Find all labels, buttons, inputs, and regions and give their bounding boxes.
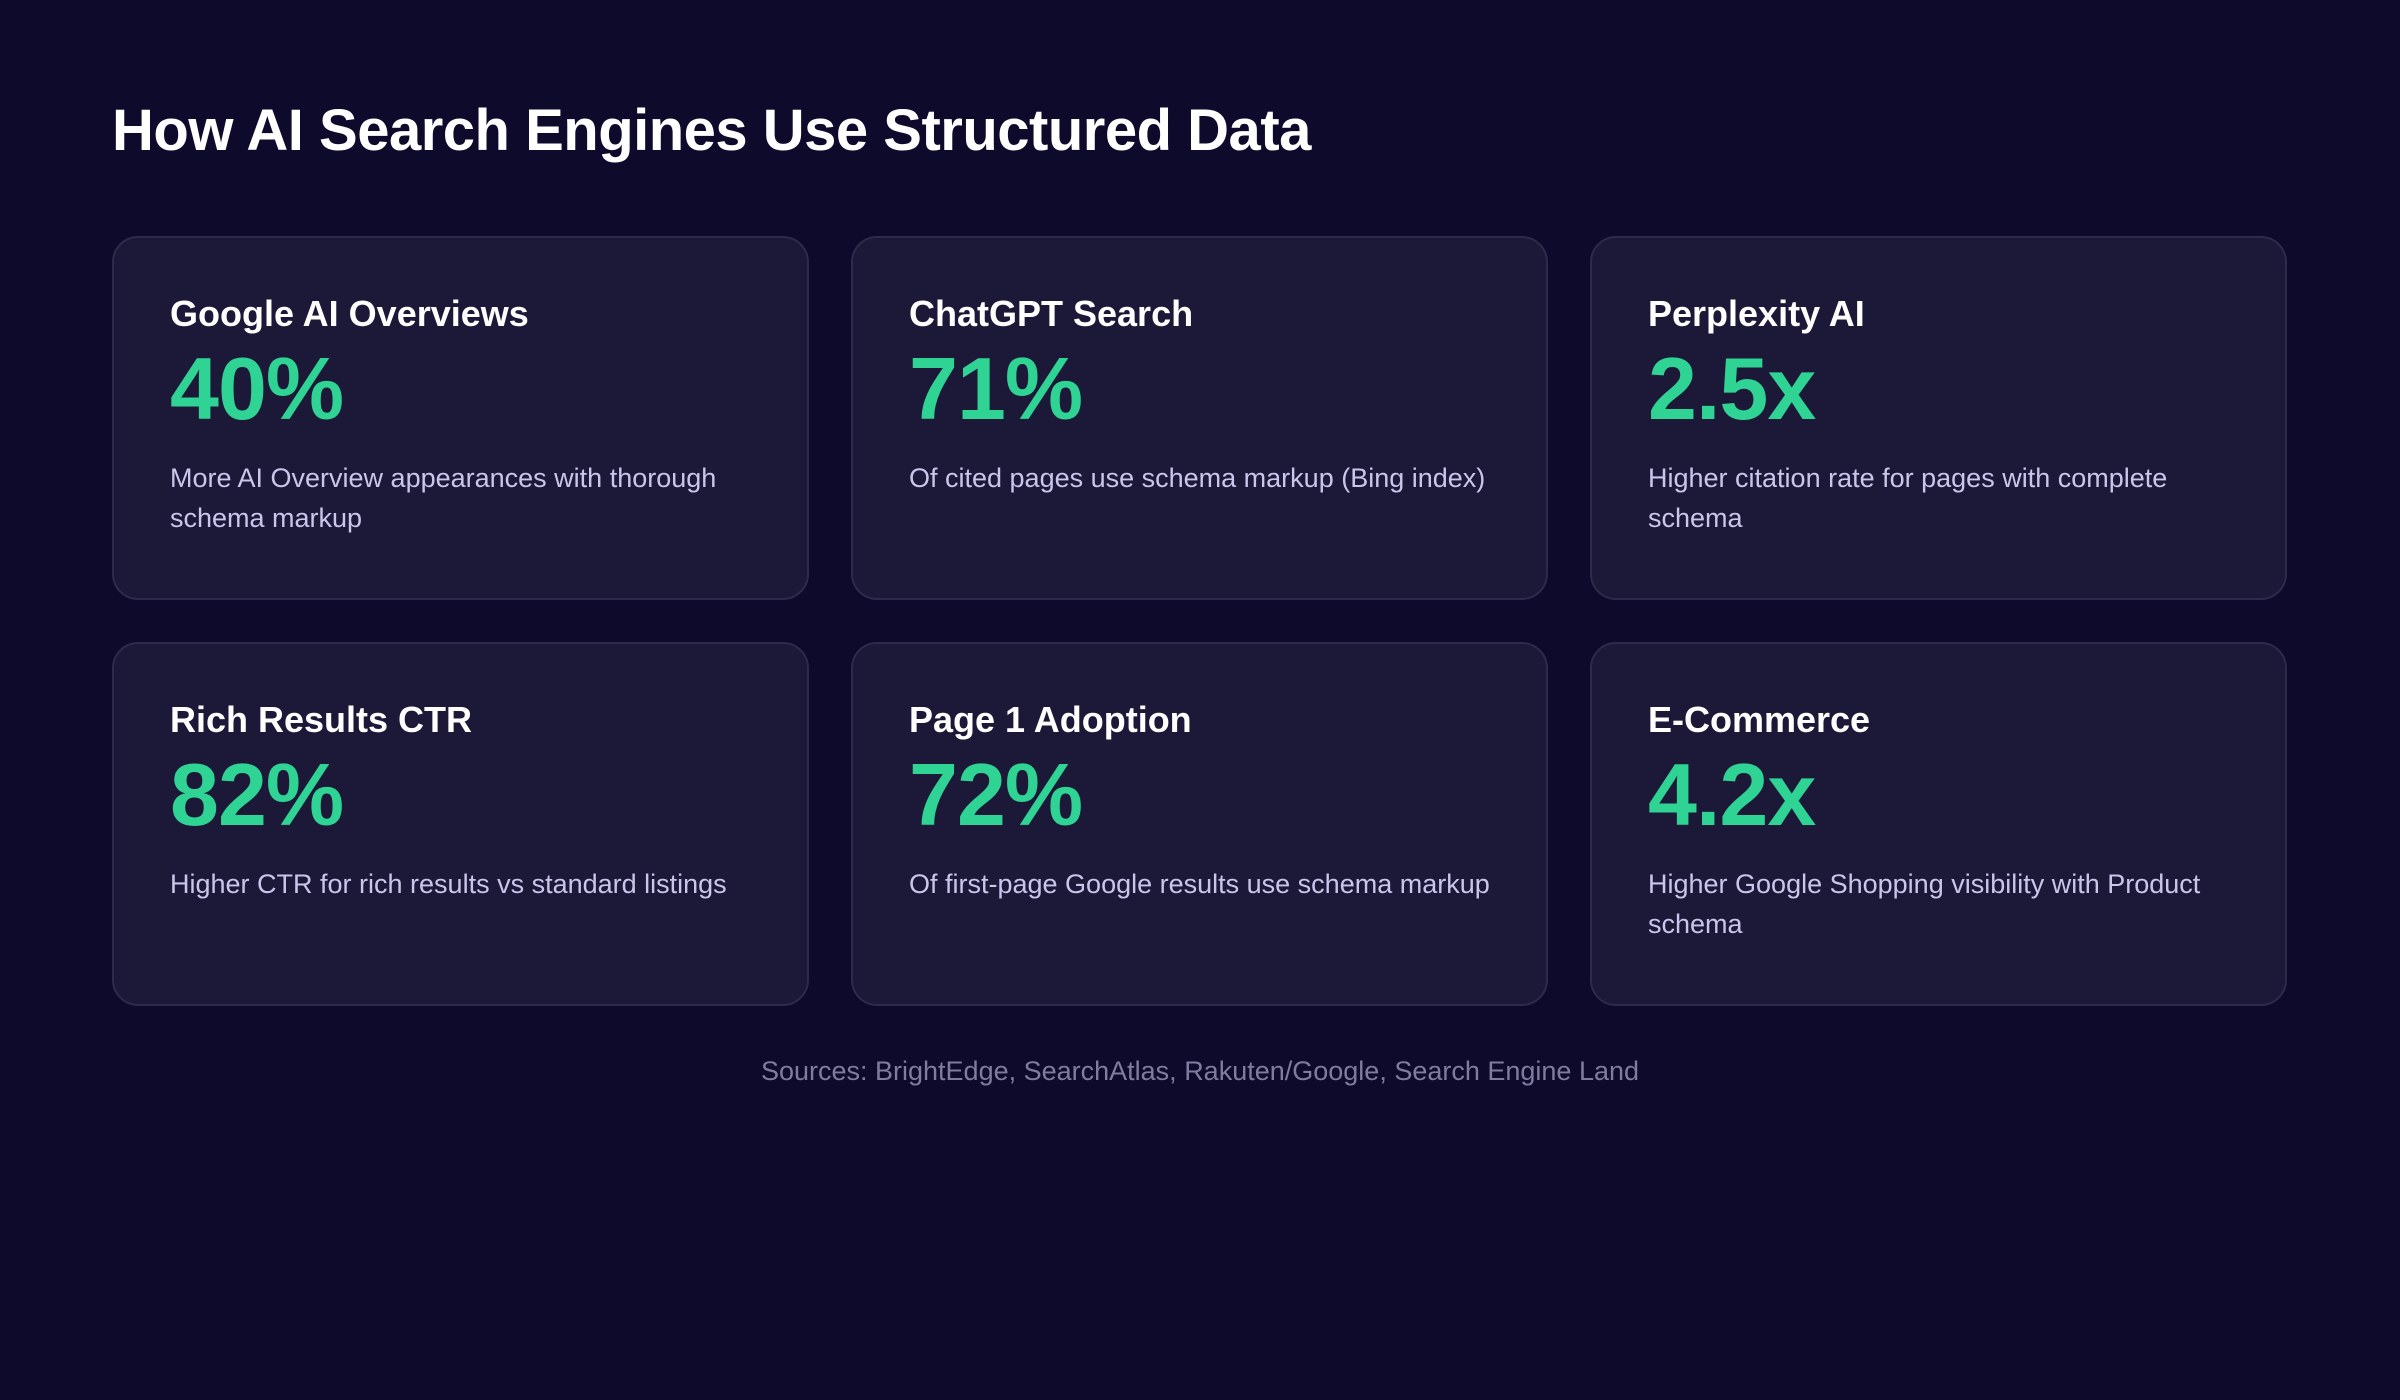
stats-grid: Google AI Overviews 40% More AI Overview… [112, 236, 2288, 1006]
page-title: How AI Search Engines Use Structured Dat… [112, 98, 1311, 163]
card-stat: 82% [170, 745, 344, 845]
stat-card-google-ai-overviews: Google AI Overviews 40% More AI Overview… [112, 236, 809, 600]
card-description: More AI Overview appearances with thorou… [170, 462, 717, 533]
card-stat: 40% [170, 339, 344, 439]
card-description: Higher CTR for rich results vs standard … [170, 868, 727, 899]
card-stat: 72% [909, 745, 1083, 845]
card-title: ChatGPT Search [909, 293, 1194, 334]
card-title: Google AI Overviews [170, 293, 529, 334]
card-title: Page 1 Adoption [909, 699, 1192, 740]
stat-card-chatgpt-search: ChatGPT Search 71% Of cited pages use sc… [851, 236, 1548, 600]
card-title: E-Commerce [1648, 699, 1871, 740]
card-title: Perplexity AI [1648, 293, 1865, 334]
stat-card-page-1-adoption: Page 1 Adoption 72% Of first-page Google… [851, 642, 1548, 1006]
card-description: Of cited pages use schema markup (Bing i… [909, 462, 1486, 493]
card-description: Higher citation rate for pages with comp… [1648, 462, 2168, 533]
stat-card-perplexity-ai: Perplexity AI 2.5x Higher citation rate … [1590, 236, 2287, 600]
card-description: Higher Google Shopping visibility with P… [1648, 868, 2201, 939]
card-stat: 4.2x [1648, 745, 1816, 845]
card-stat: 71% [909, 339, 1083, 439]
card-title: Rich Results CTR [170, 699, 473, 740]
card-stat: 2.5x [1648, 339, 1816, 439]
stat-card-e-commerce: E-Commerce 4.2x Higher Google Shopping v… [1590, 642, 2287, 1006]
sources-note: Sources: BrightEdge, SearchAtlas, Rakute… [760, 1056, 1640, 1086]
card-description: Of first-page Google results use schema … [909, 868, 1490, 899]
stat-card-rich-results-ctr: Rich Results CTR 82% Higher CTR for rich… [112, 642, 809, 1006]
